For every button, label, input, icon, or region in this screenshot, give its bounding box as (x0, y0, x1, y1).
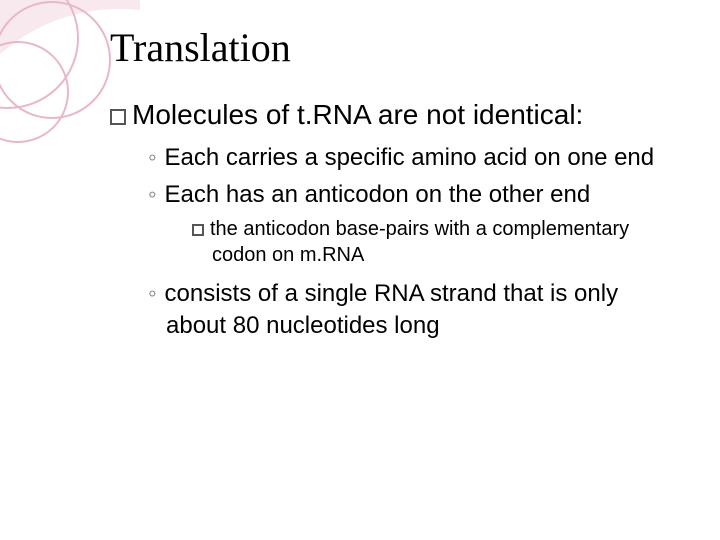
bullet-level2-text: Each carries a specific amino acid on on… (165, 144, 655, 171)
bullet-level3: the anticodon base-pairs with a compleme… (180, 216, 670, 268)
ring-bullet-icon: ◦ (148, 181, 157, 208)
bullet-level2-text: Each has an anticodon on the other end (165, 181, 591, 208)
ring-bullet-icon: ◦ (148, 280, 157, 307)
bullet-level2: ◦ Each has an anticodon on the other end (138, 179, 670, 210)
slide-title: Translation (110, 24, 670, 71)
bullet-level1-text: Molecules of t.RNA are not identical: (132, 99, 583, 130)
bullet-level1: Molecules of t.RNA are not identical: (110, 97, 670, 132)
bullet-level2: ◦ Each carries a specific amino acid on o… (138, 142, 670, 173)
bullet-level3-text: the anticodon base-pairs with a compleme… (210, 218, 629, 266)
ring-bullet-icon: ◦ (148, 144, 157, 171)
bullet-level2: ◦ consists of a single RNA strand that is… (138, 278, 670, 340)
slide: Translation Molecules of t.RNA are not i… (0, 0, 720, 540)
square-bullet-small-icon (192, 224, 204, 236)
square-bullet-icon (110, 109, 126, 125)
bullet-level2-text: consists of a single RNA strand that is … (165, 280, 619, 338)
